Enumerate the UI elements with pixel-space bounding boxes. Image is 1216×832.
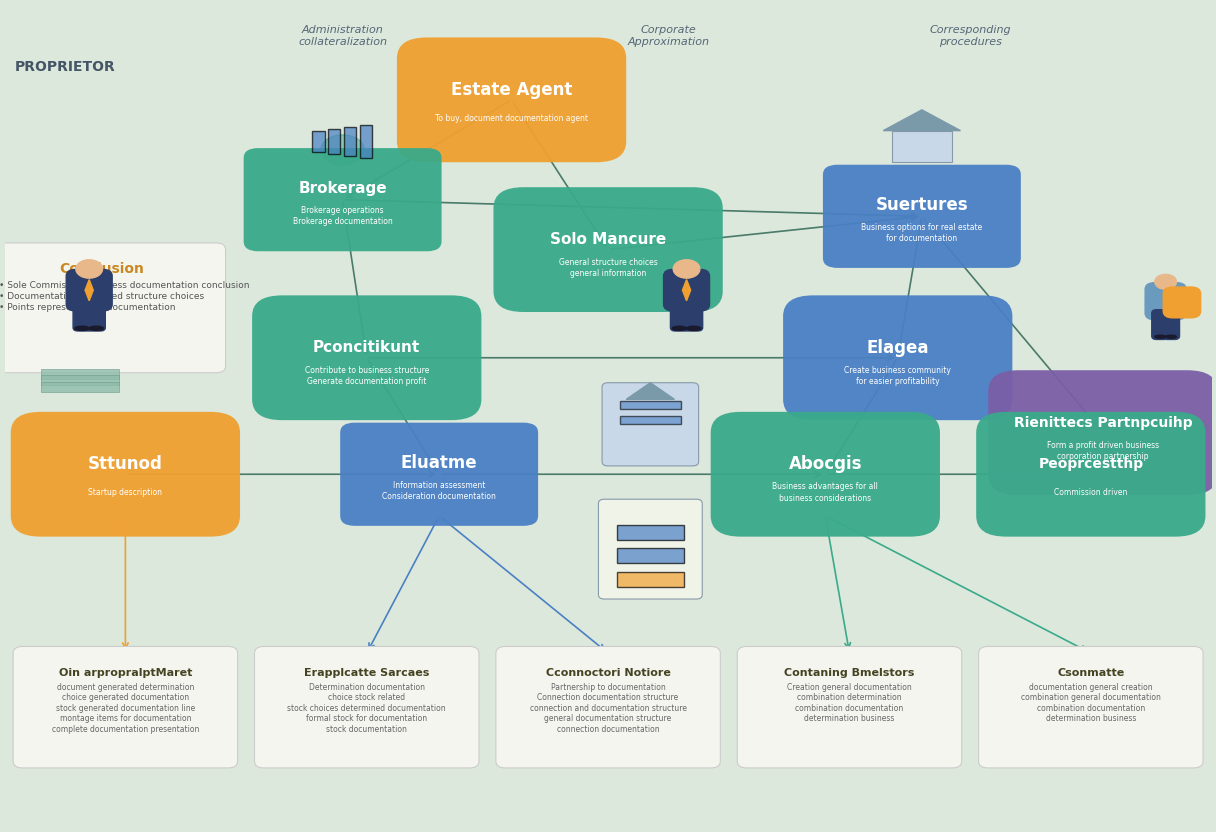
Text: Suertures: Suertures [876,196,968,214]
FancyBboxPatch shape [891,131,952,162]
Text: documentation general creation
combination general documentation
combination doc: documentation general creation combinati… [1021,683,1161,723]
Text: Oin arpropralptMaret: Oin arpropralptMaret [58,668,192,678]
FancyBboxPatch shape [1152,310,1169,339]
Text: Business options for real estate
for documentation: Business options for real estate for doc… [861,223,983,243]
Text: Erapplcatte Sarcaes: Erapplcatte Sarcaes [304,668,429,678]
FancyBboxPatch shape [41,382,119,392]
FancyBboxPatch shape [670,301,689,331]
Text: General structure choices
general information: General structure choices general inform… [558,258,658,278]
Text: Creation general documentation
combination determination
combination documentati: Creation general documentation combinati… [787,683,912,723]
FancyBboxPatch shape [602,383,699,466]
Ellipse shape [1166,335,1177,339]
Text: Form a profit driven business
corporation partnership: Form a profit driven business corporatio… [1047,441,1159,461]
FancyBboxPatch shape [73,301,92,331]
FancyBboxPatch shape [989,370,1216,495]
Text: Solo Mancure: Solo Mancure [550,232,666,247]
FancyBboxPatch shape [979,646,1203,768]
Text: Administration
collateralization: Administration collateralization [298,25,387,47]
FancyBboxPatch shape [494,187,722,312]
Text: Corporate
Approximation: Corporate Approximation [627,25,709,47]
FancyBboxPatch shape [823,165,1020,268]
Text: Create business community
for easier profitability: Create business community for easier pro… [844,366,951,386]
Ellipse shape [89,326,103,330]
FancyBboxPatch shape [66,270,112,311]
FancyBboxPatch shape [617,548,685,563]
FancyBboxPatch shape [0,243,225,373]
Polygon shape [883,110,961,131]
Polygon shape [626,383,675,399]
Text: Contaning Bmelstors: Contaning Bmelstors [784,668,914,678]
Ellipse shape [687,326,700,330]
FancyBboxPatch shape [313,131,325,151]
Text: Commission driven: Commission driven [1054,488,1127,497]
FancyBboxPatch shape [252,295,482,420]
Text: Corresponding
procedures: Corresponding procedures [929,25,1010,47]
FancyBboxPatch shape [254,646,479,768]
FancyBboxPatch shape [620,416,681,424]
FancyBboxPatch shape [344,126,356,156]
FancyBboxPatch shape [620,401,681,409]
Circle shape [674,260,700,278]
Ellipse shape [672,326,687,330]
FancyBboxPatch shape [598,499,702,599]
FancyBboxPatch shape [664,270,710,311]
FancyBboxPatch shape [243,148,441,251]
Text: Eluatme: Eluatme [401,453,478,472]
FancyBboxPatch shape [360,125,372,158]
Polygon shape [682,280,691,301]
Text: To buy, document documentation agent: To buy, document documentation agent [435,114,589,122]
Text: Partnership to documentation
Connection documentation structure
connection and d: Partnership to documentation Connection … [530,683,687,734]
Text: Brokerage operations
Brokerage documentation: Brokerage operations Brokerage documenta… [293,206,393,226]
FancyBboxPatch shape [340,423,539,526]
FancyBboxPatch shape [976,412,1205,537]
FancyBboxPatch shape [1162,310,1180,339]
Circle shape [27,319,79,355]
FancyBboxPatch shape [496,646,720,768]
FancyBboxPatch shape [737,646,962,768]
FancyBboxPatch shape [328,129,340,154]
Text: Information assessment
Consideration documentation: Information assessment Consideration doc… [382,481,496,501]
Ellipse shape [75,326,89,330]
FancyBboxPatch shape [617,525,685,540]
Text: Csonmatte: Csonmatte [1057,668,1125,678]
FancyBboxPatch shape [11,412,240,537]
Text: Rienittecs Partnpcuihp: Rienittecs Partnpcuihp [1014,416,1192,429]
Text: Business advantages for all
business considerations: Business advantages for all business con… [772,483,878,503]
FancyBboxPatch shape [41,369,119,379]
FancyBboxPatch shape [710,412,940,537]
FancyBboxPatch shape [13,646,237,768]
Ellipse shape [1155,335,1166,339]
Text: Pconcitikunt: Pconcitikunt [314,340,421,355]
Text: Abocgis: Abocgis [789,455,862,473]
FancyBboxPatch shape [783,295,1013,420]
FancyBboxPatch shape [86,301,106,331]
Text: • Sole Commission business documentation conclusion
• Documentation extended str: • Sole Commission business documentation… [0,281,249,313]
Text: Startup description: Startup description [89,488,163,497]
Text: document generated determination
choice generated documentation
stock generated : document generated determination choice … [52,683,199,734]
Circle shape [321,135,365,165]
Text: Sttunod: Sttunod [88,455,163,473]
Polygon shape [85,280,94,301]
Text: Peoprcestthp: Peoprcestthp [1038,458,1143,471]
FancyBboxPatch shape [1164,287,1200,318]
Text: Brokerage: Brokerage [298,181,387,196]
Text: Elagea: Elagea [867,339,929,357]
Circle shape [75,260,102,278]
Circle shape [1155,275,1177,290]
FancyBboxPatch shape [41,375,119,385]
FancyBboxPatch shape [617,572,685,587]
Text: PROPRIETOR: PROPRIETOR [15,60,116,73]
FancyBboxPatch shape [683,301,703,331]
Text: Conciusion: Conciusion [58,262,143,276]
Text: Estate Agent: Estate Agent [451,81,573,99]
Text: Determination documentation
choice stock related
stock choices determined docume: Determination documentation choice stock… [287,683,446,734]
FancyBboxPatch shape [1145,283,1186,319]
Text: Contribute to business structure
Generate documentation profit: Contribute to business structure Generat… [304,366,429,386]
Text: Cconnoctori Notiore: Cconnoctori Notiore [546,668,670,678]
FancyBboxPatch shape [396,37,626,162]
